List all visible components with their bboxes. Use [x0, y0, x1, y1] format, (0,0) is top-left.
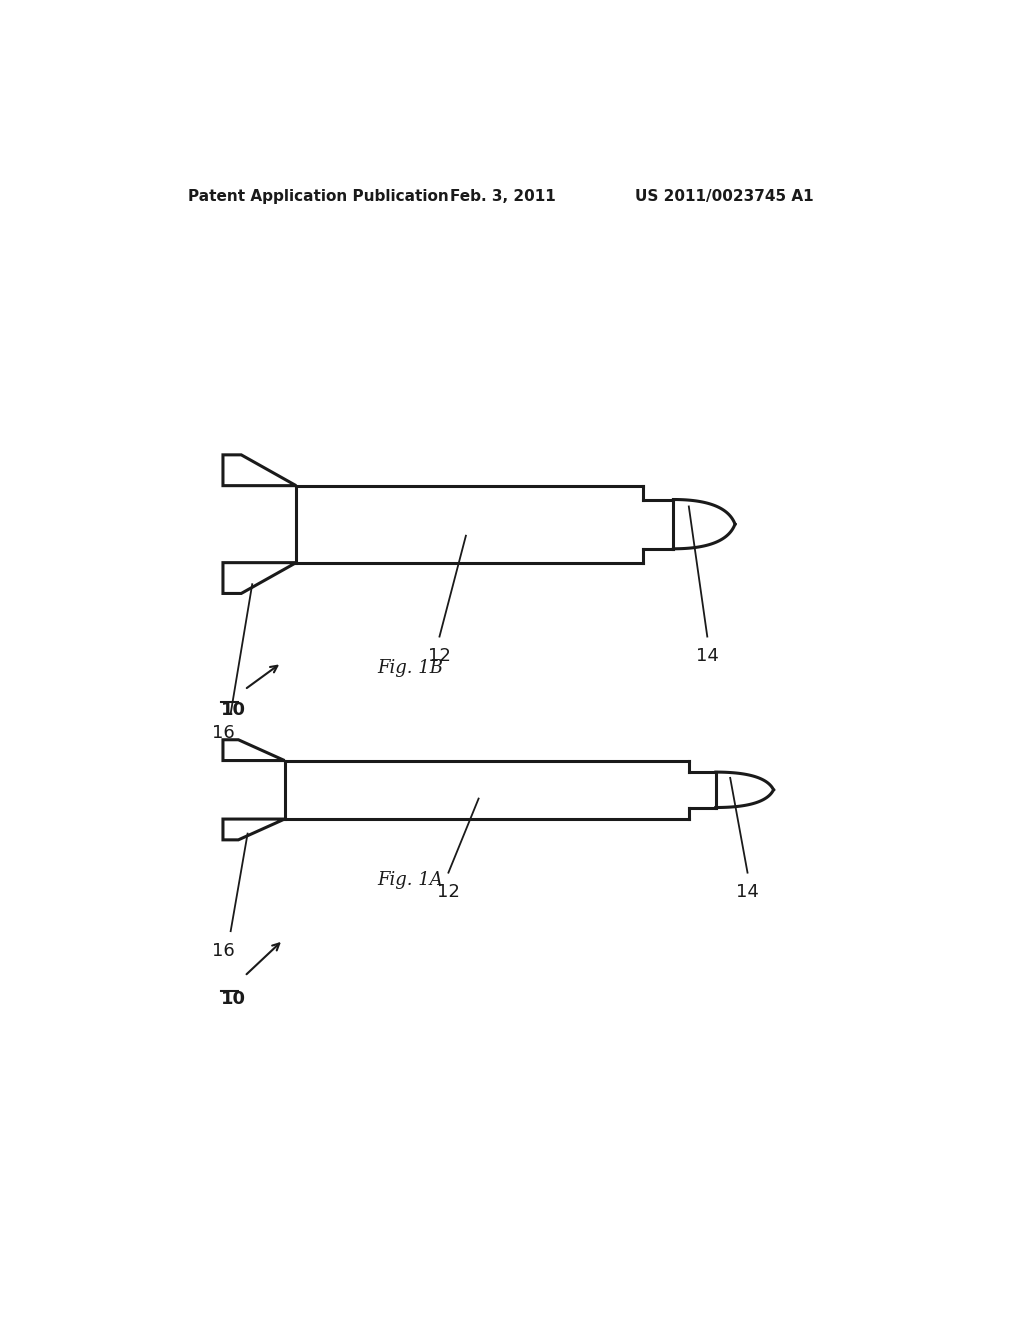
Text: US 2011/0023745 A1: US 2011/0023745 A1	[635, 189, 813, 205]
Text: Feb. 3, 2011: Feb. 3, 2011	[451, 189, 556, 205]
Text: 10: 10	[221, 701, 247, 719]
Text: 12: 12	[428, 647, 451, 665]
Text: Fig. 1B: Fig. 1B	[377, 659, 443, 677]
Text: 14: 14	[696, 647, 719, 665]
Text: 14: 14	[736, 883, 759, 902]
Text: 12: 12	[437, 883, 460, 902]
Text: 16: 16	[212, 725, 234, 742]
Text: Fig. 1A: Fig. 1A	[377, 871, 442, 888]
Text: Patent Application Publication: Patent Application Publication	[188, 189, 450, 205]
Text: 10: 10	[221, 990, 247, 1008]
Text: 16: 16	[212, 942, 234, 960]
